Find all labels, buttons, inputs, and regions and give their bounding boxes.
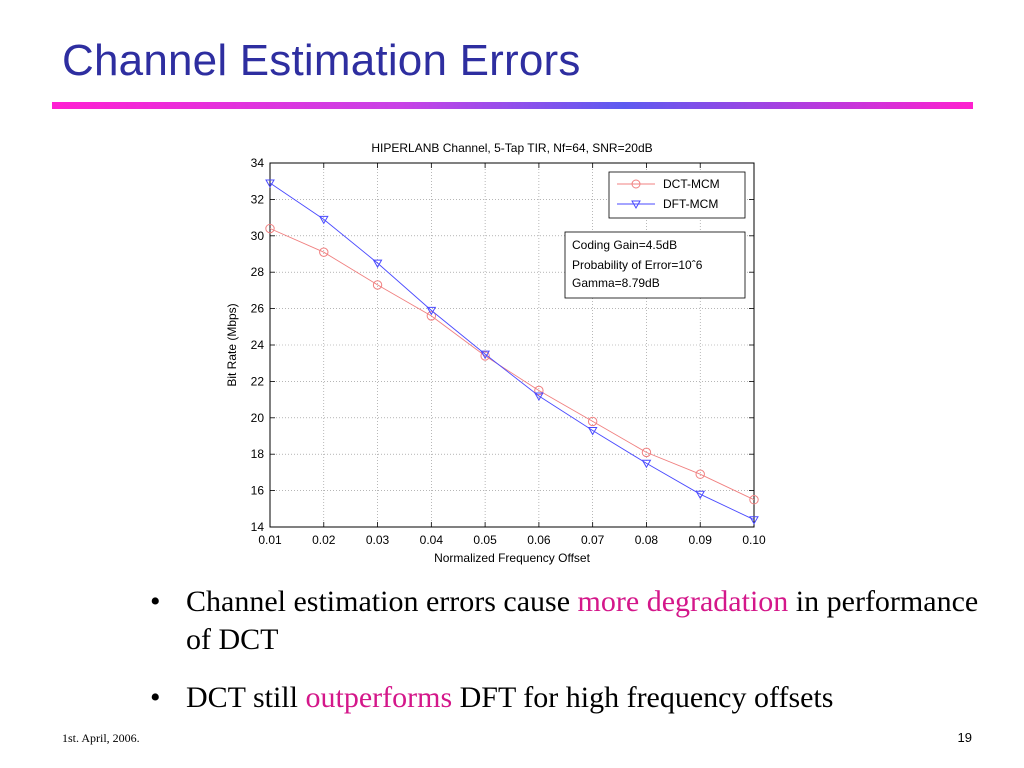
data-point-dft-mcm xyxy=(641,459,652,469)
bit-rate-chart: 0.01 0.02 0.03 0.04 0.05 0.06 0.07 0.08 0.09 0.10… xyxy=(225,141,766,565)
y-tick-label: 34 xyxy=(251,156,265,170)
x-tick-label: 0.08 xyxy=(635,533,659,547)
data-point-dft-mcm xyxy=(426,306,437,316)
legend: DCT-MCM DFT-MCM xyxy=(608,171,746,219)
data-point-dct-mcm xyxy=(265,223,275,234)
y-tick-label: 16 xyxy=(251,484,265,498)
annotation-line-gamma: Gamma=8.79dB xyxy=(572,276,660,290)
x-tick-label: 0.06 xyxy=(527,533,551,547)
data-point-dft-mcm xyxy=(318,215,329,225)
x-tick-label: 0.02 xyxy=(312,533,336,547)
bullet-item-2: • DCT still outperforms DFT for high freq… xyxy=(150,679,1000,717)
bullet-list: • Channel estimation errors cause more de… xyxy=(150,583,1000,737)
annotation-frame xyxy=(564,231,746,299)
data-point-dct-mcm xyxy=(480,351,490,361)
page-number: 19 xyxy=(957,730,972,745)
data-point-dct-mcm xyxy=(372,280,383,290)
data-point-dft-mcm xyxy=(695,490,706,500)
data-point-dct-mcm xyxy=(749,495,759,505)
legend-label-dft: DFT-MCM xyxy=(663,197,718,211)
legend-box xyxy=(608,171,746,219)
x-tick-label: 0.05 xyxy=(473,533,497,547)
y-tick-label: 14 xyxy=(251,520,265,534)
data-point-dft-mcm xyxy=(749,516,759,525)
chart-series xyxy=(265,179,759,525)
data-point-dct-mcm xyxy=(695,469,705,479)
data-point-dct-mcm xyxy=(319,247,329,257)
title-underline xyxy=(52,102,973,109)
bullet-1-text-after: in performance of DCT xyxy=(186,585,979,656)
data-point-dct-mcm xyxy=(587,416,598,427)
legend-marker-dct xyxy=(631,179,641,189)
data-point-dct-mcm xyxy=(426,311,437,321)
legend-marker-dft xyxy=(631,200,641,210)
x-axis-label: Normalized Frequency Offset xyxy=(434,551,591,565)
chart-title: HIPERLANB Channel, 5-Tap TIR, Nf=64, SNR… xyxy=(371,141,652,155)
data-point-dft-mcm xyxy=(265,179,275,189)
x-tick-label: 0.09 xyxy=(689,533,713,547)
annotation-line-coding-gain: Coding Gain=4.5dB xyxy=(572,238,677,252)
y-tick-label: 18 xyxy=(251,447,265,461)
bullet-2-text-after: DFT for high frequency offsets xyxy=(452,681,834,714)
data-point-dct-mcm xyxy=(641,447,652,458)
x-tick-label: 0.07 xyxy=(581,533,605,547)
data-point-dft-mcm xyxy=(587,427,598,436)
y-tick-label: 22 xyxy=(251,374,265,388)
bullet-item-1: • Channel estimation errors cause more de… xyxy=(150,583,1000,659)
annotation-line-prob-error: Probability of Error=10ˆ6 xyxy=(572,258,703,272)
data-point-dct-mcm xyxy=(534,385,544,396)
x-tick-label: 0.03 xyxy=(366,533,390,547)
x-tick-label: 0.04 xyxy=(420,533,444,547)
slide-title: Channel Estimation Errors xyxy=(62,36,581,85)
bullet-dot: • xyxy=(150,681,161,714)
bullet-2-text-before: DCT still xyxy=(186,681,306,714)
y-tick-label: 20 xyxy=(251,411,265,425)
annotation-box: Coding Gain=4.5dB Probability of Error=1… xyxy=(564,231,746,299)
y-tick-label: 30 xyxy=(251,229,265,243)
series-line-dct-mcm xyxy=(269,228,755,501)
bullet-1-highlight: more degradation xyxy=(577,585,789,618)
data-point-dft-mcm xyxy=(372,259,383,269)
legend-label-dct: DCT-MCM xyxy=(663,177,720,191)
y-tick-label: 26 xyxy=(251,302,265,316)
bullet-2-highlight: outperforms xyxy=(305,681,453,714)
y-axis-label: Bit Rate (Mbps) xyxy=(225,303,239,386)
x-tick-label: 0.10 xyxy=(742,533,766,547)
footer-date: 1st. April, 2006. xyxy=(62,731,140,745)
series-line-dft-mcm xyxy=(269,182,755,521)
y-tick-label: 28 xyxy=(251,265,265,279)
bullet-dot: • xyxy=(150,585,161,618)
data-point-dft-mcm xyxy=(534,392,544,401)
y-tick-label: 32 xyxy=(251,192,265,206)
bullet-1-text-before: Channel estimation errors cause xyxy=(186,585,578,618)
data-point-dft-mcm xyxy=(480,350,490,360)
chart-ticks: 0.01 0.02 0.03 0.04 0.05 0.06 0.07 0.08 0.09 0.10… xyxy=(251,156,766,547)
y-tick-label: 24 xyxy=(251,338,265,352)
x-tick-label: 0.01 xyxy=(258,533,282,547)
